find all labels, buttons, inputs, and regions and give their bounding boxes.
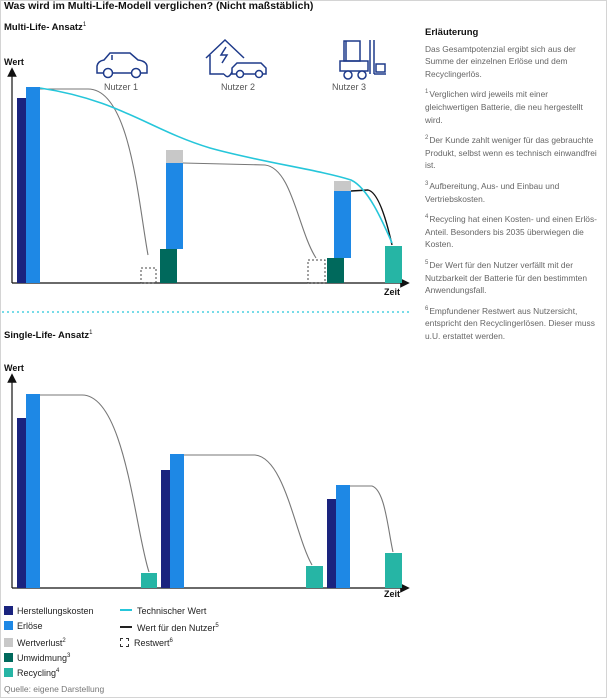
single-bar-erloese-2	[170, 454, 184, 588]
single-bar-recycling-3	[385, 553, 402, 588]
legend-wert-nutzer: Wert für den Nutzer5	[120, 620, 219, 633]
source-note: Quelle: eigene Darstellung	[4, 684, 105, 694]
legend-restwert: Restwert6	[120, 635, 173, 648]
legend-herstellungskosten: Herstellungskosten	[4, 605, 94, 617]
diagram-canvas	[2, 38, 412, 593]
multi-bar-herstellungskosten-1	[17, 98, 26, 283]
single-bar-recycling-2	[306, 566, 323, 588]
footnote-6: 6Empfundener Restwert aus Nutzersicht, e…	[425, 305, 595, 341]
user-label-3: Nutzer 3	[331, 82, 366, 92]
footnote-5: 5Der Wert für den Nutzer verfällt mit de…	[425, 259, 587, 296]
house-charging-car-icon	[205, 38, 267, 79]
user-label-2: Nutzer 2	[220, 82, 255, 92]
single-nutzer-curve-2	[184, 454, 313, 566]
figure-title: Was wird im Multi-Life-Modell verglichen…	[4, 0, 314, 12]
multi-x-axis-label: Zeit	[384, 287, 401, 297]
footnote-1: 1Verglichen wird jeweils mit einer gleic…	[425, 89, 583, 125]
single-bar-erloese-1	[26, 394, 40, 588]
footnote-4: 4Recycling hat einen Kosten- und einen E…	[425, 214, 597, 250]
footnote-2: 2Der Kunde zahlt weniger für das gebrauc…	[425, 135, 597, 171]
legend-technischer-wert: Technischer Wert	[120, 605, 206, 617]
multi-bar-recycling-3	[385, 246, 402, 283]
multi-bar-erloese-1	[26, 87, 40, 283]
explanation-heading: Erläuterung	[425, 27, 479, 38]
multi-restwert-2	[307, 259, 326, 284]
single-bar-herstellungskosten-1	[17, 418, 26, 588]
multi-life-title: Multi-Life- Ansatz1	[4, 22, 87, 34]
multi-bar-wertverlust-3	[334, 181, 351, 191]
forklift-icon	[339, 40, 386, 80]
single-x-axis-label: Zeit	[384, 589, 401, 599]
legend-wertverlust: Wertverlust2	[4, 635, 66, 648]
multi-bar-wertverlust-2	[166, 150, 183, 163]
single-bar-erloese-3	[336, 485, 350, 588]
single-nutzer-curve-1	[40, 394, 150, 573]
legend-erloese: Erlöse	[4, 620, 43, 632]
user-label-1: Nutzer 1	[103, 82, 138, 92]
single-bar-recycling-1	[141, 573, 157, 588]
multi-technischer-wert-curve	[39, 87, 393, 244]
legend-recycling: Recycling4	[4, 665, 59, 678]
multi-nutzer-curve-3	[350, 189, 393, 246]
multi-bar-erloese-3	[334, 191, 351, 258]
footnote-3: 3Aufbereitung, Aus- und Einbau und Vertr…	[425, 180, 560, 204]
single-bar-herstellungskosten-2	[161, 470, 170, 588]
explanation-panel: Erläuterung Das Gesamtpotenzial ergibt s…	[425, 27, 600, 350]
multi-bar-umwidmung-2	[327, 258, 344, 283]
multi-bar-erloese-2	[166, 163, 183, 249]
single-life-title: Single-Life- Ansatz1	[4, 330, 93, 342]
multi-nutzer-curve-1	[40, 88, 149, 256]
explanation-intro: Das Gesamtpotenzial ergibt sich aus der …	[425, 43, 576, 79]
single-y-axis-label: Wert	[4, 363, 24, 373]
multi-nutzer-curve-2	[182, 162, 317, 259]
multi-y-axis-label: Wert	[4, 57, 24, 67]
single-bar-herstellungskosten-3	[327, 499, 336, 588]
multi-bar-umwidmung-1	[160, 249, 177, 283]
single-nutzer-curve-3	[350, 485, 394, 553]
car-icon	[96, 52, 148, 79]
multi-restwert-1	[140, 267, 157, 284]
legend-umwidmung: Umwidmung3	[4, 650, 70, 663]
